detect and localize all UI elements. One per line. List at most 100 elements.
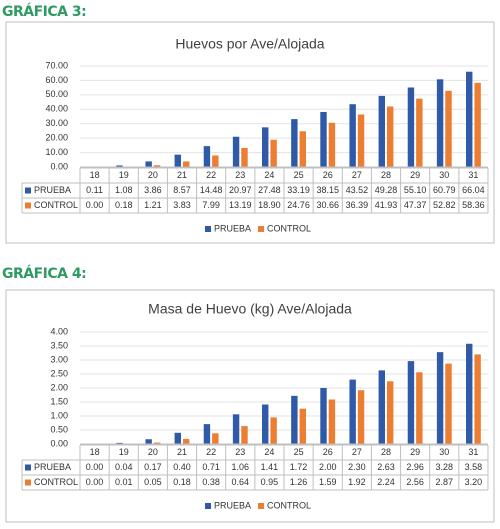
table-value: 3.28 xyxy=(436,462,454,472)
table-value: 0.17 xyxy=(144,462,162,472)
x-tick-label: 20 xyxy=(148,170,158,180)
bar xyxy=(445,90,452,167)
table-value: 2.63 xyxy=(377,462,395,472)
table-value: 3.83 xyxy=(173,200,191,210)
bar xyxy=(328,122,336,167)
bar xyxy=(212,433,219,444)
bar xyxy=(203,146,211,167)
table-value: 47.37 xyxy=(404,200,427,210)
table-value: 0.40 xyxy=(173,462,191,472)
heading: GRÁFICA 4: xyxy=(2,265,86,282)
x-tick-label: 23 xyxy=(235,447,245,457)
table-value: 0.18 xyxy=(115,200,133,210)
x-tick-label: 27 xyxy=(352,170,362,180)
table-value: 0.95 xyxy=(261,477,279,487)
y-tick-label: 10.00 xyxy=(45,147,68,157)
row-label: PRUEBA xyxy=(34,462,71,472)
bar xyxy=(407,87,415,167)
x-tick-label: 31 xyxy=(468,447,478,457)
bar xyxy=(320,111,327,167)
y-tick-label: 1.50 xyxy=(50,396,68,406)
bar xyxy=(116,442,123,444)
table-value: 2.00 xyxy=(319,462,337,472)
table-value: 3.20 xyxy=(465,477,483,487)
x-tick-label: 26 xyxy=(323,170,333,180)
table-value: 2.24 xyxy=(377,477,395,487)
bar xyxy=(291,395,298,444)
bar xyxy=(474,354,481,444)
table-value: 2.87 xyxy=(436,477,454,487)
table-value: 58.36 xyxy=(462,200,485,210)
table-value: 66.04 xyxy=(462,185,485,195)
bar xyxy=(474,82,481,167)
bar xyxy=(241,147,248,167)
table-value: 7.99 xyxy=(202,200,220,210)
bar xyxy=(416,372,423,444)
table-value: 41.93 xyxy=(375,200,398,210)
table-value: 0.04 xyxy=(115,462,133,472)
table-value: 0.05 xyxy=(144,477,162,487)
table-value: 0.71 xyxy=(202,462,220,472)
bar xyxy=(153,442,161,444)
x-tick-label: 23 xyxy=(235,170,245,180)
table-value: 2.56 xyxy=(406,477,424,487)
y-tick-label: 30.00 xyxy=(45,118,68,128)
x-tick-label: 27 xyxy=(352,447,362,457)
table-value: 1.26 xyxy=(290,477,308,487)
bar xyxy=(203,424,211,444)
bar xyxy=(349,104,356,167)
x-tick-label: 18 xyxy=(90,170,100,180)
table-value: 0.64 xyxy=(232,477,250,487)
bar xyxy=(145,161,152,167)
bar xyxy=(174,154,181,167)
x-tick-label: 22 xyxy=(206,447,216,457)
bar xyxy=(445,363,452,444)
legend-label: CONTROL xyxy=(267,500,311,510)
legend-swatch xyxy=(205,226,211,232)
legend-swatch xyxy=(205,503,211,509)
x-tick-label: 28 xyxy=(381,447,391,457)
table-value: 0.38 xyxy=(202,477,220,487)
table-value: 20.97 xyxy=(229,185,252,195)
x-tick-label: 22 xyxy=(206,170,216,180)
bar xyxy=(436,352,444,444)
x-tick-label: 21 xyxy=(177,170,187,180)
row-swatch xyxy=(25,202,31,209)
x-tick-label: 20 xyxy=(148,447,158,457)
bar xyxy=(270,417,277,444)
bar xyxy=(183,161,190,167)
y-tick-label: 2.00 xyxy=(50,382,68,392)
table-value: 0.18 xyxy=(173,477,191,487)
x-tick-label: 29 xyxy=(410,170,420,180)
row-label: CONTROL xyxy=(34,200,78,210)
table-value: 1.41 xyxy=(261,462,279,472)
x-tick-label: 19 xyxy=(119,170,129,180)
table-value: 3.86 xyxy=(144,185,162,195)
table-value: 14.48 xyxy=(200,185,223,195)
table-value: 27.48 xyxy=(258,185,281,195)
table-value: 55.10 xyxy=(404,185,427,195)
row-swatch xyxy=(25,464,31,471)
legend-label: PRUEBA xyxy=(214,500,251,510)
bar xyxy=(436,79,444,167)
table-value: 1.59 xyxy=(319,477,337,487)
bar xyxy=(378,370,385,444)
bar xyxy=(349,379,356,444)
y-tick-label: 4.00 xyxy=(50,326,68,336)
table-value: 49.28 xyxy=(375,185,398,195)
x-tick-label: 24 xyxy=(264,170,274,180)
bar xyxy=(270,139,277,167)
bar xyxy=(153,165,161,167)
table-value: 24.76 xyxy=(287,200,310,210)
table-value: 0.00 xyxy=(86,462,104,472)
legend-label: CONTROL xyxy=(267,223,311,233)
bar xyxy=(262,127,269,167)
bar xyxy=(232,136,240,167)
table-value: 30.66 xyxy=(316,200,339,210)
table-value: 2.30 xyxy=(348,462,366,472)
bar xyxy=(407,361,415,444)
bar xyxy=(212,155,219,167)
x-tick-label: 25 xyxy=(294,447,304,457)
bar xyxy=(291,119,298,167)
table-value: 18.90 xyxy=(258,200,281,210)
